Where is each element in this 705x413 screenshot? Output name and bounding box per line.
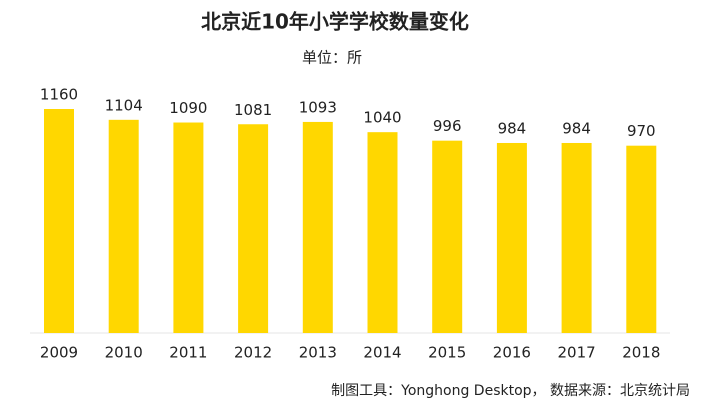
- value-label: 1160: [40, 86, 78, 104]
- footnote: 制图工具：Yonghong Desktop， 数据来源：北京统计局: [331, 383, 690, 399]
- x-tick-label: 2010: [105, 344, 143, 362]
- bar: [432, 140, 463, 333]
- bar: [44, 109, 74, 333]
- value-label: 1093: [299, 98, 337, 116]
- bar: [108, 119, 139, 334]
- x-tick-label: 2013: [299, 344, 337, 362]
- x-tick-label: 2017: [558, 344, 596, 362]
- bar: [626, 145, 657, 333]
- bar: [302, 121, 333, 333]
- bar: [238, 124, 269, 333]
- value-label: 984: [562, 119, 591, 137]
- x-tick-label: 2018: [622, 344, 660, 362]
- chart-subtitle: 单位：所: [302, 49, 362, 67]
- bar: [173, 122, 204, 333]
- value-label: 1090: [169, 99, 207, 117]
- value-label: 1081: [234, 101, 272, 119]
- x-tick-label: 2012: [234, 344, 272, 362]
- x-tick-label: 2016: [493, 344, 531, 362]
- x-tick-label: 2015: [428, 344, 466, 362]
- chart-title: 北京近10年小学学校数量变化: [201, 10, 469, 34]
- bar: [561, 142, 592, 333]
- x-tick-label: 2011: [169, 344, 207, 362]
- bar: [496, 142, 527, 333]
- value-label: 970: [627, 122, 656, 140]
- value-label: 984: [498, 119, 527, 137]
- x-tick-label: 2009: [40, 344, 78, 362]
- value-label: 996: [433, 117, 462, 135]
- bar: [367, 132, 398, 333]
- x-tick-label: 2014: [363, 344, 401, 362]
- value-label: 1104: [105, 96, 143, 114]
- value-label: 1040: [363, 109, 401, 127]
